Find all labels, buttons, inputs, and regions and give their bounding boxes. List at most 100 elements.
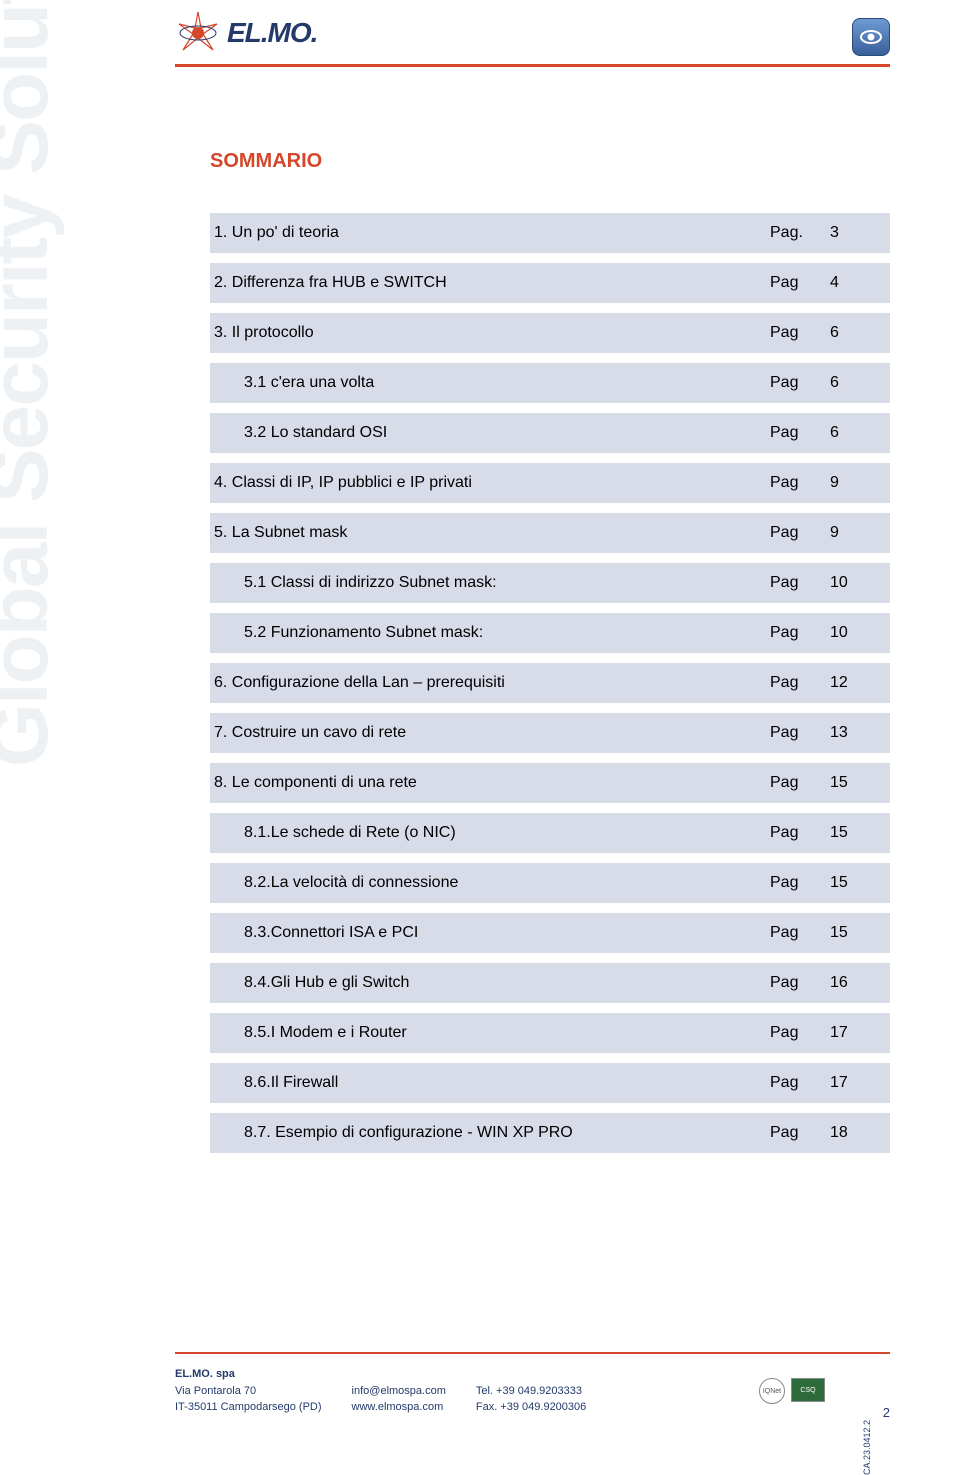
footer-col-web: info@elmospa.com www.elmospa.com [352,1383,446,1416]
toc-row: 8.5.I Modem e i RouterPag17 [210,1013,890,1053]
toc-row-page-word: Pag [770,924,830,942]
toc-row: 3.1 c'era una voltaPag6 [210,363,890,403]
toc-row-label: 8.7. Esempio di configurazione - WIN XP … [210,1124,770,1142]
toc-row-label: 7. Costruire un cavo di rete [210,724,770,742]
toc-row-page-number: 15 [830,824,890,842]
footer-company-block: EL.MO. spa Via Pontarola 70 IT-35011 Cam… [175,1366,586,1416]
toc-row-label: 5.2 Funzionamento Subnet mask: [210,624,770,642]
toc-row: 8.2.La velocità di connessionePag15 [210,863,890,903]
toc-row: 4. Classi di IP, IP pubblici e IP privat… [210,463,890,503]
brand-logo: EL.MO. [175,10,317,56]
toc-row-label: 5.1 Classi di indirizzo Subnet mask: [210,574,770,592]
toc-row-label: 3.1 c'era una volta [210,374,770,392]
toc-row: 8. Le componenti di una retePag15 [210,763,890,803]
toc-row-label: 8.6.Il Firewall [210,1074,770,1092]
badge-iqnet: IQNet [759,1378,785,1404]
logo-text: EL.MO. [227,17,317,49]
toc-row-page-word: Pag. [770,224,830,242]
table-of-contents: 1. Un po' di teoriaPag.3 2. Differenza fr… [210,213,890,1153]
toc-row: 6. Configurazione della Lan – prerequisi… [210,663,890,703]
footer-addr2: IT-35011 Campodarsego (PD) [175,1399,322,1416]
footer-page-number: 2 [883,1405,890,1420]
toc-row-page-number: 15 [830,874,890,892]
footer-col-address: Via Pontarola 70 IT-35011 Campodarsego (… [175,1383,322,1416]
footer-doc-code: CA.23.0412.2 [862,1420,872,1475]
toc-row: 5. La Subnet maskPag9 [210,513,890,553]
toc-row: 5.2 Funzionamento Subnet mask:Pag10 [210,613,890,653]
header-eye-icon [852,18,890,56]
footer-badges: IQNet CSQ [759,1378,825,1404]
page-footer: EL.MO. spa Via Pontarola 70 IT-35011 Cam… [0,1352,960,1442]
footer-col-phone: Tel. +39 049.9203333 Fax. +39 049.920030… [476,1383,586,1416]
logo-star-icon [175,10,221,56]
footer-divider [175,1352,890,1354]
toc-row-page-number: 10 [830,624,890,642]
toc-row: 3.2 Lo standard OSIPag6 [210,413,890,453]
toc-row-page-word: Pag [770,374,830,392]
footer-tel: Tel. +39 049.9203333 [476,1383,586,1400]
toc-row-page-word: Pag [770,474,830,492]
toc-row-page-word: Pag [770,874,830,892]
toc-row-label: 4. Classi di IP, IP pubblici e IP privat… [210,474,770,492]
toc-row-label: 6. Configurazione della Lan – prerequisi… [210,674,770,692]
toc-row-page-number: 15 [830,774,890,792]
toc-row-label: 8.2.La velocità di connessione [210,874,770,892]
toc-row: 8.6.Il FirewallPag17 [210,1063,890,1103]
toc-row: 2. Differenza fra HUB e SWITCHPag4 [210,263,890,303]
toc-row-label: 3. Il protocollo [210,324,770,342]
toc-row-page-word: Pag [770,1024,830,1042]
toc-row-page-number: 9 [830,474,890,492]
toc-row-page-word: Pag [770,1124,830,1142]
toc-row-label: 3.2 Lo standard OSI [210,424,770,442]
toc-row: 5.1 Classi di indirizzo Subnet mask:Pag1… [210,563,890,603]
toc-row-label: 8.1.Le schede di Rete (o NIC) [210,824,770,842]
footer-company: EL.MO. spa [175,1366,586,1383]
toc-row: 8.7. Esempio di configurazione - WIN XP … [210,1113,890,1153]
toc-title: SOMMARIO [210,150,890,173]
toc-row-page-number: 17 [830,1024,890,1042]
footer-email: info@elmospa.com [352,1383,446,1400]
toc-row: 7. Costruire un cavo di retePag13 [210,713,890,753]
toc-row-page-word: Pag [770,524,830,542]
toc-row-page-number: 6 [830,374,890,392]
toc-row-page-word: Pag [770,974,830,992]
toc-row: 8.1.Le schede di Rete (o NIC)Pag15 [210,813,890,853]
toc-row-page-number: 10 [830,574,890,592]
toc-row-page-number: 18 [830,1124,890,1142]
toc-row-page-number: 17 [830,1074,890,1092]
toc-row-page-word: Pag [770,1074,830,1092]
badge-csq: CSQ [791,1378,825,1402]
toc-row-page-number: 12 [830,674,890,692]
toc-row-page-number: 6 [830,324,890,342]
toc-row-page-number: 6 [830,424,890,442]
toc-row-label: 8. Le componenti di una rete [210,774,770,792]
toc-row-page-word: Pag [770,274,830,292]
toc-row-page-word: Pag [770,824,830,842]
toc-row-page-number: 4 [830,274,890,292]
toc-row-page-word: Pag [770,674,830,692]
footer-addr1: Via Pontarola 70 [175,1383,322,1400]
toc-row-page-number: 15 [830,924,890,942]
footer-fax: Fax. +39 049.9200306 [476,1399,586,1416]
toc-row-page-word: Pag [770,724,830,742]
header-divider [175,64,890,67]
toc-row-page-word: Pag [770,774,830,792]
toc-row-label: 8.3.Connettori ISA e PCI [210,924,770,942]
toc-row-page-number: 3 [830,224,890,242]
toc-row-page-word: Pag [770,324,830,342]
toc-row: 3. Il protocolloPag6 [210,313,890,353]
footer-web: www.elmospa.com [352,1399,446,1416]
toc-row-page-number: 9 [830,524,890,542]
toc-row: 1. Un po' di teoriaPag.3 [210,213,890,253]
toc-row-page-number: 13 [830,724,890,742]
toc-row-label: 8.5.I Modem e i Router [210,1024,770,1042]
toc-row: 8.4.Gli Hub e gli SwitchPag16 [210,963,890,1003]
toc-row-label: 2. Differenza fra HUB e SWITCH [210,274,770,292]
toc-row-label: 8.4.Gli Hub e gli Switch [210,974,770,992]
toc-row-page-number: 16 [830,974,890,992]
toc-row-label: 1. Un po' di teoria [210,224,770,242]
page-header: EL.MO. [0,0,960,90]
toc-row-page-word: Pag [770,624,830,642]
toc-row-page-word: Pag [770,574,830,592]
page-content: SOMMARIO 1. Un po' di teoriaPag.3 2. Diff… [0,90,960,1153]
